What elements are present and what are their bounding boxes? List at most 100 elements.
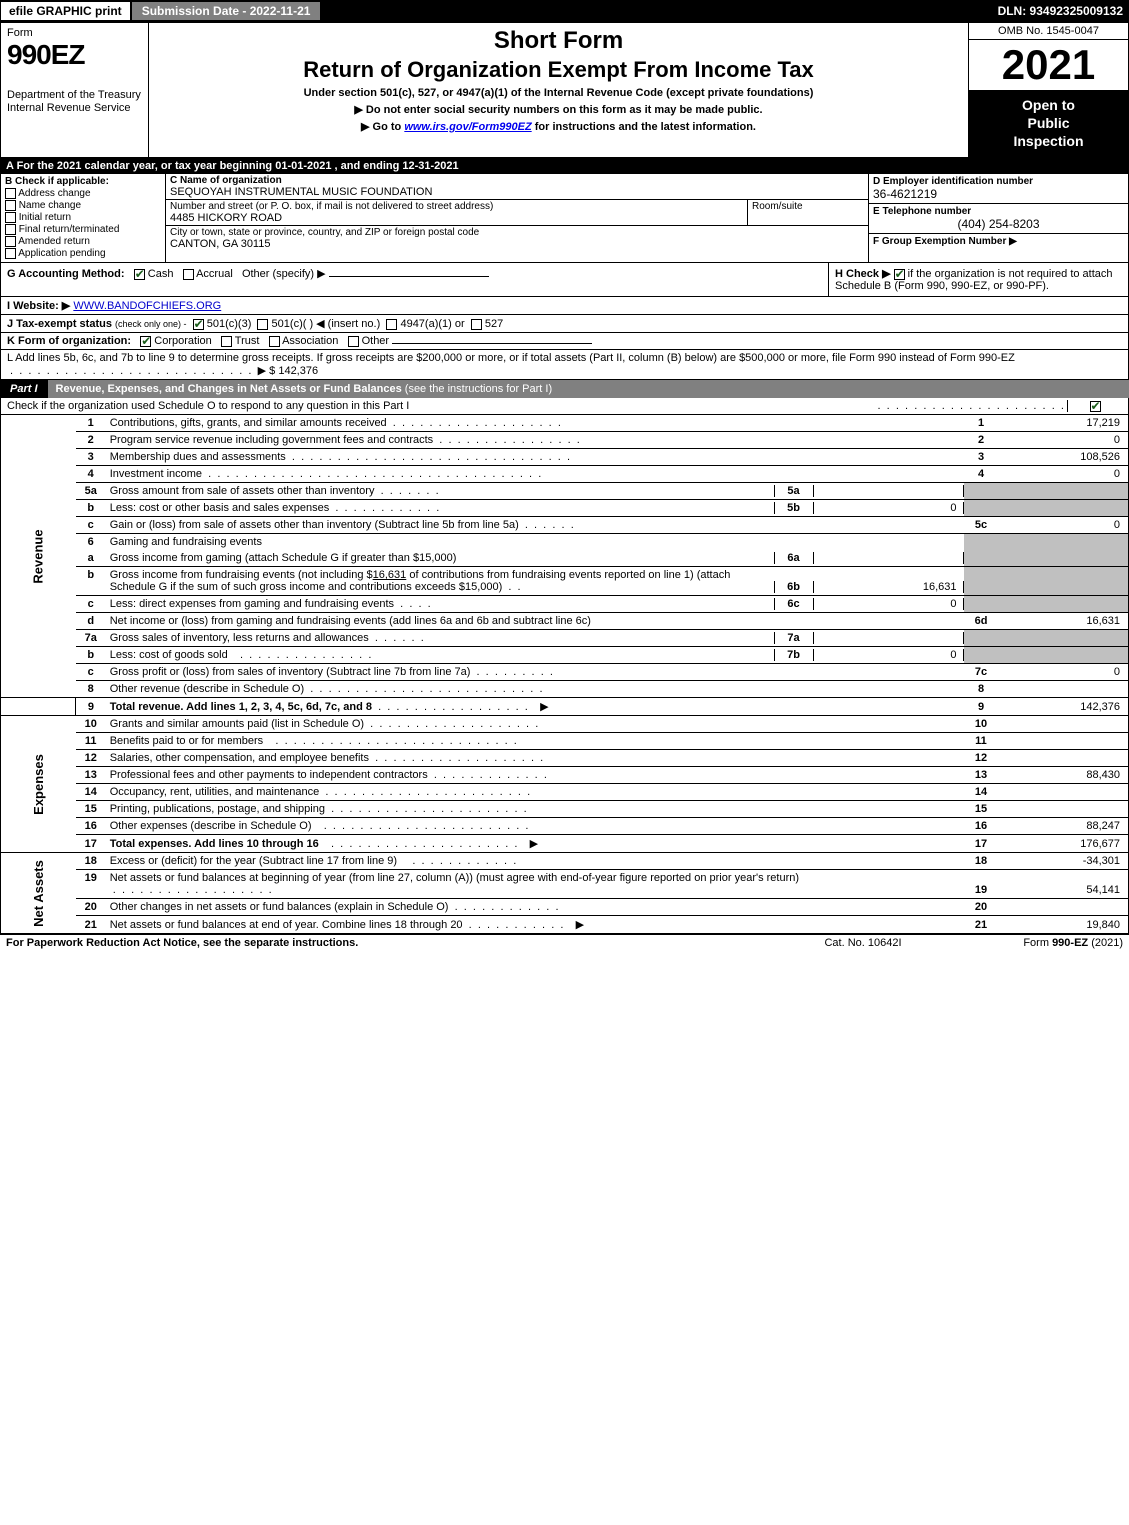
grey-cell — [999, 567, 1129, 596]
submission-date-button[interactable]: Submission Date - 2022-11-21 — [131, 1, 322, 21]
final-return-checkbox[interactable] — [5, 224, 16, 235]
schedule-b-checkbox[interactable] — [894, 269, 905, 280]
line-desc: Investment income . . . . . . . . . . . … — [106, 466, 964, 483]
line-desc: Occupancy, rent, utilities, and maintena… — [106, 784, 964, 801]
table-row: 13 Professional fees and other payments … — [1, 767, 1129, 784]
501c-checkbox[interactable] — [257, 319, 268, 330]
table-row: a Gross income from gaming (attach Sched… — [1, 550, 1129, 567]
line-col: 2 — [964, 432, 999, 449]
line-desc: Program service revenue including govern… — [106, 432, 964, 449]
501c3-checkbox[interactable] — [193, 319, 204, 330]
line-val — [999, 716, 1129, 733]
line-desc: Less: direct expenses from gaming and fu… — [106, 596, 964, 613]
line-num: 7a — [76, 630, 106, 647]
line-desc: Grants and similar amounts paid (list in… — [106, 716, 964, 733]
section-l-arrow: ▶ $ — [258, 365, 276, 377]
line-col: 19 — [964, 870, 999, 899]
form-org-label: K Form of organization: — [7, 335, 131, 347]
other-org-checkbox[interactable] — [348, 336, 359, 347]
line-num: 4 — [76, 466, 106, 483]
527-checkbox[interactable] — [471, 319, 482, 330]
revenue-sidebar: Revenue — [1, 415, 76, 698]
irs-link[interactable]: www.irs.gov/Form990EZ — [404, 121, 531, 133]
go-to-suffix: for instructions and the latest informat… — [532, 121, 756, 133]
sub-val — [814, 552, 964, 564]
part1-header: Part I Revenue, Expenses, and Changes in… — [0, 380, 1129, 398]
initial-return-checkbox[interactable] — [5, 212, 16, 223]
fundraising-amt: 16,631 — [373, 569, 407, 581]
4947-checkbox[interactable] — [386, 319, 397, 330]
part1-title: Revenue, Expenses, and Changes in Net As… — [48, 380, 1129, 398]
527-label: 527 — [485, 318, 503, 330]
form-word: Form — [7, 27, 142, 39]
line-val: 19,840 — [999, 916, 1129, 934]
street-label: Number and street (or P. O. box, if mail… — [170, 201, 743, 212]
sub-val — [814, 632, 964, 644]
application-pending-checkbox[interactable] — [5, 248, 16, 259]
section-g: G Accounting Method: Cash Accrual Other … — [1, 263, 828, 296]
city-value: CANTON, GA 30115 — [170, 238, 864, 250]
end-date: 12-31-2021 — [402, 160, 458, 172]
table-row: 2 Program service revenue including gove… — [1, 432, 1129, 449]
association-checkbox[interactable] — [269, 336, 280, 347]
table-row: 14 Occupancy, rent, utilities, and maint… — [1, 784, 1129, 801]
section-l-value: 142,376 — [278, 365, 318, 377]
line-num: 9 — [76, 698, 106, 716]
line-num: 12 — [76, 750, 106, 767]
address-change-checkbox[interactable] — [5, 188, 16, 199]
line-num: c — [76, 664, 106, 681]
line-num: 14 — [76, 784, 106, 801]
line-num: 8 — [76, 681, 106, 698]
cash-checkbox[interactable] — [134, 269, 145, 280]
line-val: 176,677 — [999, 835, 1129, 853]
line-val: 142,376 — [999, 698, 1129, 716]
line-desc: Other changes in net assets or fund bala… — [106, 899, 964, 916]
grey-cell — [964, 534, 999, 551]
line-num: a — [76, 550, 106, 567]
header-center: Short Form Return of Organization Exempt… — [149, 23, 968, 157]
line-val: 0 — [999, 517, 1129, 534]
sub-val: 16,631 — [814, 581, 964, 593]
under-section-text: Under section 501(c), 527, or 4947(a)(1)… — [159, 87, 958, 99]
name-change-checkbox[interactable] — [5, 200, 16, 211]
website-link[interactable]: WWW.BANDOFCHIEFS.ORG — [73, 300, 221, 312]
grey-cell — [999, 630, 1129, 647]
ein-value: 36-4621219 — [873, 187, 1124, 201]
table-row: 19 Net assets or fund balances at beginn… — [1, 870, 1129, 899]
grey-cell — [964, 630, 999, 647]
corporation-label: Corporation — [154, 335, 211, 347]
table-row: b Gross income from fundraising events (… — [1, 567, 1129, 596]
amended-return-label: Amended return — [18, 236, 90, 247]
grey-cell — [999, 483, 1129, 500]
line-desc: Professional fees and other payments to … — [106, 767, 964, 784]
line-col: 9 — [964, 698, 999, 716]
section-k: K Form of organization: Corporation Trus… — [0, 333, 1129, 350]
line-desc: Printing, publications, postage, and shi… — [106, 801, 964, 818]
501c3-label: 501(c)(3) — [207, 318, 252, 330]
dln-text: DLN: 93492325009132 — [998, 4, 1129, 18]
section-def: D Employer identification number 36-4621… — [868, 174, 1128, 263]
part1-schedule-o-checkbox[interactable] — [1090, 401, 1101, 412]
4947-label: 4947(a)(1) or — [400, 318, 464, 330]
efile-print-button[interactable]: efile GRAPHIC print — [0, 1, 131, 21]
501c-label: 501(c)( ) ◀ (insert no.) — [272, 318, 381, 330]
line-col: 8 — [964, 681, 999, 698]
trust-checkbox[interactable] — [221, 336, 232, 347]
line-val — [999, 801, 1129, 818]
amended-return-checkbox[interactable] — [5, 236, 16, 247]
corporation-checkbox[interactable] — [140, 336, 151, 347]
line-desc: Contributions, gifts, grants, and simila… — [106, 415, 964, 432]
line-num: 15 — [76, 801, 106, 818]
line-desc: Gross income from fundraising events (no… — [106, 567, 964, 596]
other-org-label: Other — [362, 335, 390, 347]
footer-center: Cat. No. 10642I — [763, 937, 963, 949]
line-col: 6d — [964, 613, 999, 630]
grey-cell — [964, 647, 999, 664]
line-num: 10 — [76, 716, 106, 733]
line-desc: Gross sales of inventory, less returns a… — [106, 630, 964, 647]
section-b: B Check if applicable: Address change Na… — [1, 174, 166, 263]
accrual-checkbox[interactable] — [183, 269, 194, 280]
table-row: 9 Total revenue. Add lines 1, 2, 3, 4, 5… — [1, 698, 1129, 716]
table-row: 15 Printing, publications, postage, and … — [1, 801, 1129, 818]
table-row: 11 Benefits paid to or for members . . .… — [1, 733, 1129, 750]
